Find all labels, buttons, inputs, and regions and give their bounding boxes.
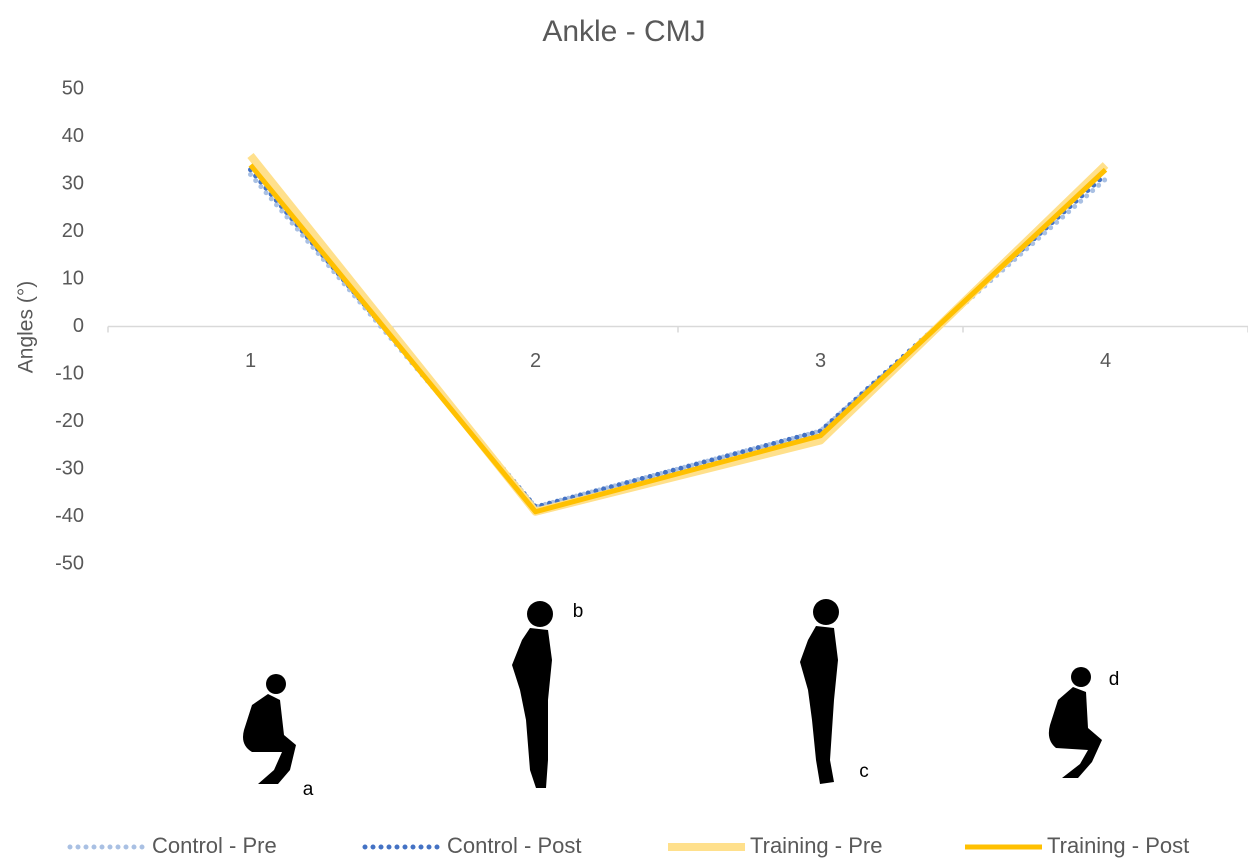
- x-tick-label: 4: [1100, 350, 1111, 372]
- y-tick-label: 10: [62, 267, 84, 289]
- legend-label: Control - Pre: [152, 833, 277, 858]
- y-tick-label: 30: [62, 172, 84, 194]
- legend-label: Training - Post: [1047, 833, 1189, 858]
- figure-label: d: [1109, 669, 1120, 690]
- x-tick-label: 3: [815, 350, 826, 372]
- figure-b: [512, 601, 553, 788]
- legend-label: Control - Post: [447, 833, 582, 858]
- series-line: [248, 163, 1108, 515]
- legend-label: Training - Pre: [750, 833, 882, 858]
- figure-d: [1048, 667, 1102, 778]
- series-line: [248, 167, 1108, 510]
- x-tick-label: 1: [245, 350, 256, 372]
- y-tick-label: 40: [62, 125, 84, 147]
- y-tick-label: 20: [62, 220, 84, 242]
- y-tick-label: -20: [55, 410, 84, 432]
- y-tick-label: -40: [55, 505, 84, 527]
- y-tick-label: -50: [55, 552, 84, 574]
- figure-c: [800, 599, 839, 784]
- series-line: [247, 153, 1109, 516]
- y-tick-label: -10: [55, 362, 84, 384]
- y-tick-label: -30: [55, 457, 84, 479]
- figure-a: [243, 674, 296, 784]
- chart-title: Ankle - CMJ: [542, 15, 705, 48]
- y-tick-label: 0: [73, 315, 84, 337]
- y-axis-title: Angles (°): [15, 281, 38, 373]
- series-line: [248, 172, 1108, 510]
- figure-label: c: [859, 761, 869, 782]
- x-tick-label: 2: [530, 350, 541, 372]
- y-tick-label: 50: [62, 77, 84, 99]
- figure-label: b: [573, 601, 584, 622]
- figure-label: a: [303, 779, 314, 800]
